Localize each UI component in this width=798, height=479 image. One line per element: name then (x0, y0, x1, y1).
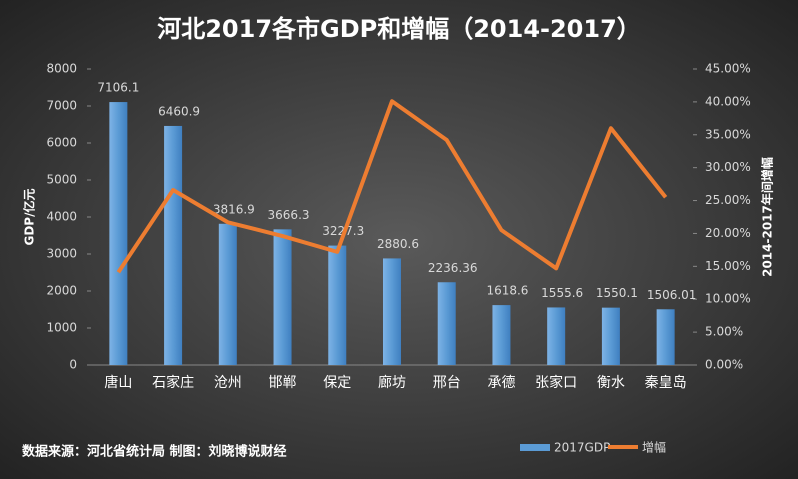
bar (656, 309, 675, 365)
line (116, 99, 668, 274)
y-tick-label: 5000 (46, 173, 77, 187)
y2-axis-title: 2014-2017年间增幅 (760, 157, 775, 277)
y2-tick-label: 45.00% (705, 62, 751, 76)
data-label: 3816.9 (213, 202, 255, 216)
y-axis-title: GDP/亿元 (22, 189, 37, 246)
bar (109, 102, 128, 365)
y2-tick-label: 30.00% (705, 160, 751, 174)
bar (492, 305, 511, 365)
x-tick-label: 石家庄 (152, 374, 194, 391)
bar (328, 245, 347, 365)
data-label: 2236.36 (428, 261, 478, 275)
x-tick-label: 廊坊 (378, 374, 406, 391)
legend-label: 增幅 (642, 440, 666, 455)
y2-tick-label: 35.00% (705, 127, 751, 141)
y2-tick-label: 40.00% (705, 94, 751, 108)
x-tick-label: 承德 (487, 375, 515, 391)
data-label: 2880.6 (377, 237, 419, 251)
x-tick-label: 张家口 (535, 374, 577, 391)
x-tick-label: 秦皇岛 (645, 375, 687, 391)
data-label: 1506.01 (647, 288, 697, 302)
y2-tick-label: 20.00% (705, 226, 751, 240)
x-tick-label: 沧州 (214, 374, 242, 391)
y-tick-label: 8000 (46, 62, 77, 76)
x-tick-label: 邢台 (433, 375, 461, 391)
y-tick-label: 3000 (46, 247, 77, 261)
data-label: 7106.1 (97, 81, 139, 95)
bar (547, 307, 566, 365)
data-label: 6460.9 (158, 104, 200, 118)
y-tick-label: 0 (69, 358, 77, 372)
y-tick-label: 4000 (46, 210, 77, 224)
y2-tick-label: 25.00% (705, 193, 751, 207)
x-tick-label: 衡水 (597, 375, 625, 391)
data-label: 1555.6 (541, 286, 583, 300)
legend-swatch (520, 444, 550, 451)
chart-title: 河北2017各市GDP和增幅（2014-2017） (157, 15, 641, 43)
y-tick-label: 1000 (46, 321, 77, 335)
x-tick-label: 邯郸 (269, 375, 297, 391)
bar (437, 282, 456, 365)
bar (383, 258, 401, 365)
y-tick-label: 7000 (46, 99, 77, 113)
bar (164, 125, 183, 365)
bar (273, 229, 292, 365)
y2-tick-label: 5.00% (705, 325, 743, 339)
y2-tick-label: 10.00% (705, 292, 751, 306)
data-label: 1550.1 (596, 286, 638, 300)
x-tick-label: 保定 (323, 375, 351, 391)
data-label: 1618.6 (486, 284, 528, 298)
y2-tick-label: 15.00% (705, 259, 751, 273)
data-label: 3666.3 (268, 208, 310, 222)
source-note: 数据来源：河北省统计局 制图：刘晓博说财经 (22, 444, 287, 460)
y-tick-label: 2000 (46, 284, 77, 298)
bar (218, 223, 237, 365)
x-tick-label: 唐山 (104, 374, 132, 391)
legend-label: 2017GDP (554, 441, 610, 455)
y2-tick-label: 0.00% (705, 358, 743, 372)
bar (601, 307, 620, 365)
y-tick-label: 6000 (46, 136, 77, 150)
